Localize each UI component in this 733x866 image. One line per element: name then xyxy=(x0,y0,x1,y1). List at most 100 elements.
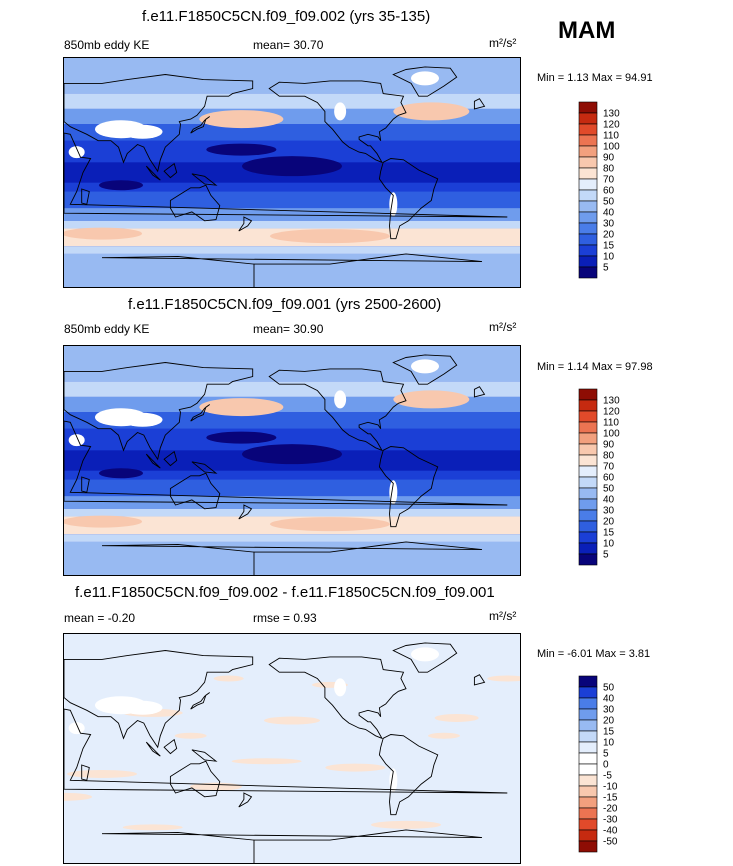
field-positive-anomaly xyxy=(325,763,386,772)
coastline-madagascar xyxy=(81,188,90,205)
colorbar-swatch xyxy=(578,487,598,500)
field-max-s-indian xyxy=(64,515,142,528)
colorbar-tick-label: 70 xyxy=(603,462,615,473)
coastline-greenland xyxy=(392,642,458,673)
colorbar-tick-label: 90 xyxy=(603,440,615,451)
field-max-s-pacific xyxy=(270,229,390,244)
coastline-new-zealand xyxy=(238,216,253,232)
colorbar-tick-label: 15 xyxy=(603,241,615,252)
coastline-greenland xyxy=(392,354,458,385)
colorbar-swatch xyxy=(578,101,598,114)
coastline-new-guinea xyxy=(191,173,218,186)
colorbar-swatch xyxy=(578,752,598,765)
field-min-e-pacific xyxy=(242,444,342,465)
colorbar-swatch xyxy=(578,211,598,224)
missing-data-region xyxy=(334,102,347,121)
colorbar-swatch xyxy=(578,454,598,467)
field-band-sh-high xyxy=(64,246,520,254)
panel-1-minmax-label: Min = 1.13 Max = 94.91 xyxy=(537,72,653,84)
coastline-indonesia-2 xyxy=(163,162,178,179)
colorbar-swatch xyxy=(578,388,598,401)
colorbar-tick-label: 100 xyxy=(603,142,620,153)
field-positive-anomaly xyxy=(487,675,520,682)
coastline-s-america xyxy=(378,734,439,816)
coastline-australia xyxy=(169,760,221,798)
panel-2-colorbar: 130 120 110 100 90 80 70 60 50 40 30 20 15 10 5 xyxy=(578,388,639,566)
panel-3-units-label: m²/s² xyxy=(489,609,517,623)
colorbar-tick-label: 60 xyxy=(603,186,615,197)
coastline-japan xyxy=(190,404,210,422)
colorbar-swatch xyxy=(578,719,598,732)
colorbar-swatch xyxy=(578,266,598,279)
field-band-arctic xyxy=(64,346,520,382)
coastline-australia xyxy=(169,184,221,222)
colorbar-tick-label: 130 xyxy=(603,396,620,407)
colorbar-swatch xyxy=(578,818,598,831)
missing-data-region xyxy=(68,146,85,159)
colorbar-tick-label: 50 xyxy=(603,683,615,694)
colorbar-tick-label: 10 xyxy=(603,252,615,263)
colorbar-swatch xyxy=(578,686,598,699)
missing-data-region xyxy=(68,722,85,735)
colorbar-tick-label: -40 xyxy=(603,826,618,837)
field-band-sh-mid xyxy=(64,496,520,509)
coastline-indonesia-2 xyxy=(163,450,178,467)
field-min-w-pacific xyxy=(206,143,277,156)
missing-data-region xyxy=(122,700,163,715)
panel-2-mean-label: mean= 30.90 xyxy=(253,322,324,336)
panel-1-field-label: 850mb eddy KE xyxy=(64,38,150,52)
colorbar-swatch xyxy=(578,829,598,842)
colorbar-tick-label: 40 xyxy=(603,208,615,219)
colorbar-tick-label: 10 xyxy=(603,539,615,550)
colorbar-tick-label: 50 xyxy=(603,197,615,208)
colorbar-tick-label: 20 xyxy=(603,716,615,727)
colorbar-swatch xyxy=(578,123,598,136)
colorbar-tick-label: 110 xyxy=(603,418,619,429)
colorbar-swatch xyxy=(578,167,598,180)
colorbar-swatch xyxy=(578,178,598,191)
colorbar-swatch xyxy=(578,476,598,489)
colorbar-tick-label: 10 xyxy=(603,738,615,749)
field-band-sh-edge xyxy=(64,220,520,229)
coastline-antarctica xyxy=(101,829,483,863)
field-positive-anomaly xyxy=(213,675,244,682)
field-band-nh-sub xyxy=(64,412,520,429)
colorbar-swatch xyxy=(578,244,598,257)
field-min-indian xyxy=(99,468,143,479)
colorbar-swatch xyxy=(578,520,598,533)
field-max-s-pacific xyxy=(270,517,390,532)
colorbar-tick-label: 30 xyxy=(603,219,615,230)
colorbar-tick-label: 0 xyxy=(603,760,609,771)
coastline-africa xyxy=(64,132,508,218)
field-min-e-pacific xyxy=(242,156,342,177)
colorbar-swatch xyxy=(578,774,598,787)
coastline-eurasia xyxy=(64,74,254,173)
colorbar-swatch xyxy=(578,553,598,566)
colorbar-tick-label: 30 xyxy=(603,705,615,716)
missing-data-region xyxy=(389,480,398,505)
missing-data-region xyxy=(411,359,439,374)
panel-2-minmax-label: Min = 1.14 Max = 97.98 xyxy=(537,361,653,373)
colorbar-tick-label: 100 xyxy=(603,429,620,440)
field-positive-anomaly xyxy=(428,732,460,739)
panel-1-units-label: m²/s² xyxy=(489,36,517,50)
missing-data-region xyxy=(68,434,85,447)
panel-3-mean-label: mean = -0.20 xyxy=(64,611,136,625)
missing-data-region xyxy=(334,678,347,697)
colorbar-tick-label: -15 xyxy=(603,793,618,804)
colorbar-tick-label: 50 xyxy=(603,484,615,495)
missing-data-region xyxy=(122,412,163,427)
colorbar-tick-label: 80 xyxy=(603,451,615,462)
coastline-indonesia-1 xyxy=(145,741,161,757)
colorbar-swatch xyxy=(578,675,598,688)
coastline-madagascar xyxy=(81,476,90,493)
colorbar-tick-label: 15 xyxy=(603,727,615,738)
colorbar-tick-label: 90 xyxy=(603,153,615,164)
colorbar-swatch xyxy=(578,233,598,246)
field-band-sh-sub xyxy=(64,479,520,497)
colorbar-tick-label: 120 xyxy=(603,407,620,418)
coastline-africa xyxy=(64,420,508,506)
coastline-uk xyxy=(473,98,486,110)
colorbar-swatch xyxy=(578,200,598,213)
colorbar-tick-label: 15 xyxy=(603,528,615,539)
